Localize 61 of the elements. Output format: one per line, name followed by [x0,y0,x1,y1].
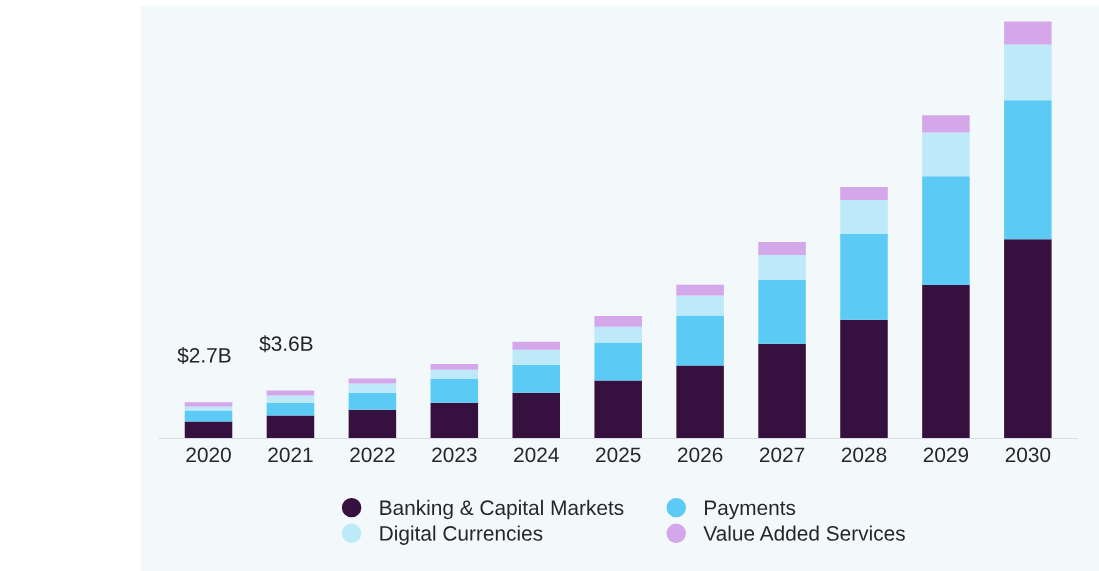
x-tick-label: 2020 [186,447,231,463]
bar [348,383,397,393]
bar [758,255,806,281]
x-tick-label: 2024 [514,447,559,463]
bar [430,369,479,379]
bar [758,242,806,256]
x-tick-label: 2030 [1005,447,1051,463]
bar [348,378,397,384]
x-tick-label: 2022 [350,447,395,463]
legend-label: Value Added Services [703,525,905,541]
bar [430,363,479,370]
x-tick-label: 2021 [268,447,313,463]
bar [266,415,315,439]
bar [594,315,642,327]
bar [1004,21,1052,45]
x-tick-label: 2025 [596,447,641,463]
x-tick-label: 2026 [678,447,723,463]
legend-label: Banking & Capital Markets [380,499,624,520]
bar [1004,100,1052,240]
bar [1004,239,1052,439]
bar [676,365,724,439]
bar [430,378,479,403]
legend-label: Payments [705,500,796,520]
legend-label: Digital Currencies [380,525,543,545]
bar [922,176,970,286]
bar [676,295,724,316]
bar [184,406,233,411]
bar [676,315,724,366]
bar [184,402,233,407]
bar [266,395,315,403]
bar [840,199,888,234]
bar [840,319,888,439]
bar [348,409,397,439]
x-tick-label: 2029 [923,447,969,463]
bar [758,343,806,439]
bar [922,115,970,133]
bar [594,326,642,343]
annotation: $3.6B [259,335,313,353]
bar [922,285,970,439]
x-tick-label: 2023 [432,447,477,463]
bar [676,284,724,296]
bar [266,402,315,416]
bar [512,349,561,365]
bar [594,380,642,439]
bar [512,341,561,350]
x-tick-label: 2027 [759,447,805,463]
bar [184,421,233,439]
bar [840,233,888,320]
bar [430,402,479,439]
bar [512,364,561,393]
bar [348,392,397,410]
bar [184,410,233,422]
bar [512,392,561,439]
bar [758,280,806,344]
annotation: $2.7B [177,347,231,364]
bar [266,390,315,396]
bar [1004,44,1052,101]
bar [840,187,888,200]
bar [594,342,642,381]
x-tick-label: 2028 [841,447,887,463]
bar [922,132,970,177]
